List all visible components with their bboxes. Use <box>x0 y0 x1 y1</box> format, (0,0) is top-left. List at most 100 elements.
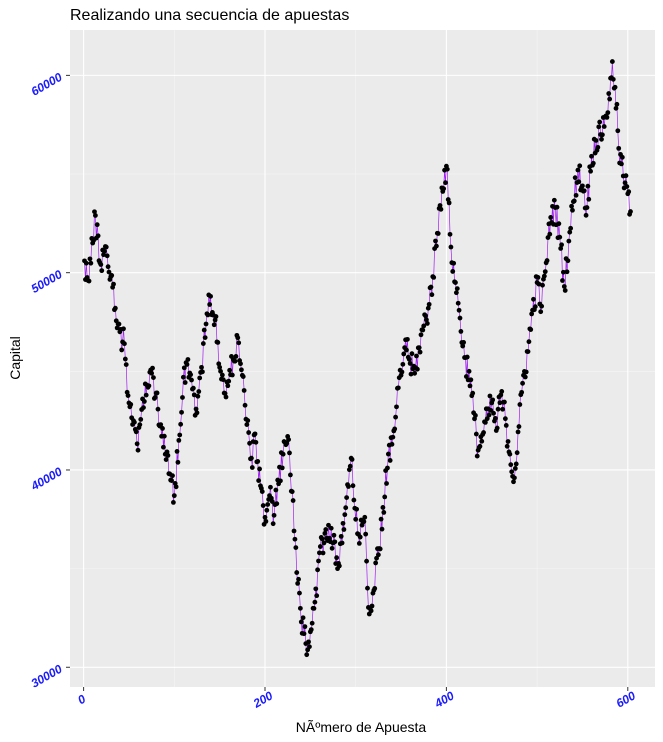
data-point <box>180 395 185 400</box>
data-point <box>437 203 443 208</box>
data-point <box>249 455 254 461</box>
data-point <box>314 593 320 599</box>
data-point <box>372 586 378 591</box>
data-point <box>492 415 498 421</box>
data-point <box>121 326 126 332</box>
data-point <box>302 624 308 630</box>
data-point <box>479 438 485 444</box>
data-point <box>375 552 381 558</box>
data-point <box>515 429 521 435</box>
x-axis-title: NÃºmero de Apuesta <box>296 719 427 735</box>
data-point <box>593 138 599 143</box>
data-point <box>227 367 233 373</box>
data-point <box>380 505 386 510</box>
data-point <box>615 128 621 134</box>
data-point <box>487 393 493 399</box>
data-point <box>393 414 398 420</box>
data-point <box>455 300 461 306</box>
data-point <box>182 380 188 385</box>
data-point <box>249 465 255 470</box>
data-point <box>312 599 318 605</box>
data-point <box>558 246 564 251</box>
data-point <box>548 215 554 220</box>
data-point <box>446 200 452 206</box>
data-point <box>362 514 368 520</box>
data-point <box>317 544 323 549</box>
data-point <box>384 481 389 486</box>
data-point <box>577 163 583 169</box>
data-point <box>114 325 120 331</box>
data-point <box>486 412 492 418</box>
data-point <box>315 567 320 573</box>
data-point <box>438 206 444 212</box>
data-point <box>541 273 547 279</box>
series-points <box>82 59 633 658</box>
data-point <box>589 153 594 159</box>
data-point <box>226 378 232 384</box>
data-point <box>588 168 593 174</box>
data-point <box>416 345 422 351</box>
data-point <box>287 450 292 456</box>
data-point <box>560 278 565 283</box>
data-point <box>507 451 513 457</box>
data-point <box>297 605 303 611</box>
data-point <box>336 563 342 569</box>
data-point <box>504 443 510 449</box>
data-point <box>404 347 409 353</box>
data-point <box>95 233 101 239</box>
data-point <box>222 391 228 396</box>
data-point <box>321 540 327 546</box>
data-point <box>86 278 92 284</box>
data-point <box>612 84 618 90</box>
data-point <box>624 184 630 189</box>
data-point <box>511 479 516 485</box>
data-point <box>320 550 326 556</box>
data-point <box>441 186 447 192</box>
data-point <box>466 368 472 374</box>
data-point <box>205 312 211 318</box>
data-point <box>278 478 283 484</box>
data-point <box>357 534 363 540</box>
data-point <box>309 620 315 626</box>
data-point <box>294 570 300 575</box>
data-point <box>343 505 349 511</box>
data-point <box>323 527 329 532</box>
data-point <box>503 423 509 428</box>
data-point <box>609 59 615 64</box>
data-point <box>236 340 242 346</box>
data-point <box>229 372 235 378</box>
data-point <box>201 327 207 333</box>
data-point <box>279 465 285 471</box>
data-point <box>111 281 116 287</box>
data-point <box>340 520 346 526</box>
data-point <box>491 410 496 416</box>
data-point <box>619 154 625 160</box>
data-point <box>123 362 129 368</box>
data-point <box>458 329 464 334</box>
data-point <box>184 362 190 367</box>
data-point <box>246 430 252 435</box>
data-point <box>443 180 448 186</box>
data-point <box>155 406 161 412</box>
data-point <box>425 305 431 311</box>
data-point <box>516 424 522 429</box>
data-point <box>223 394 229 400</box>
data-point <box>595 144 601 150</box>
data-point <box>406 356 412 362</box>
data-point <box>580 183 585 189</box>
data-point <box>83 260 89 266</box>
data-point <box>394 404 399 410</box>
data-point <box>297 590 302 596</box>
data-point <box>298 619 304 625</box>
data-point <box>180 374 186 380</box>
data-point <box>399 369 405 375</box>
data-point <box>339 540 345 546</box>
panel-background <box>70 30 655 687</box>
data-point <box>106 269 112 275</box>
data-point <box>200 341 206 346</box>
data-point <box>573 192 579 198</box>
data-point <box>473 431 479 437</box>
data-point <box>235 335 241 341</box>
data-point <box>308 627 314 633</box>
data-point <box>331 532 337 538</box>
